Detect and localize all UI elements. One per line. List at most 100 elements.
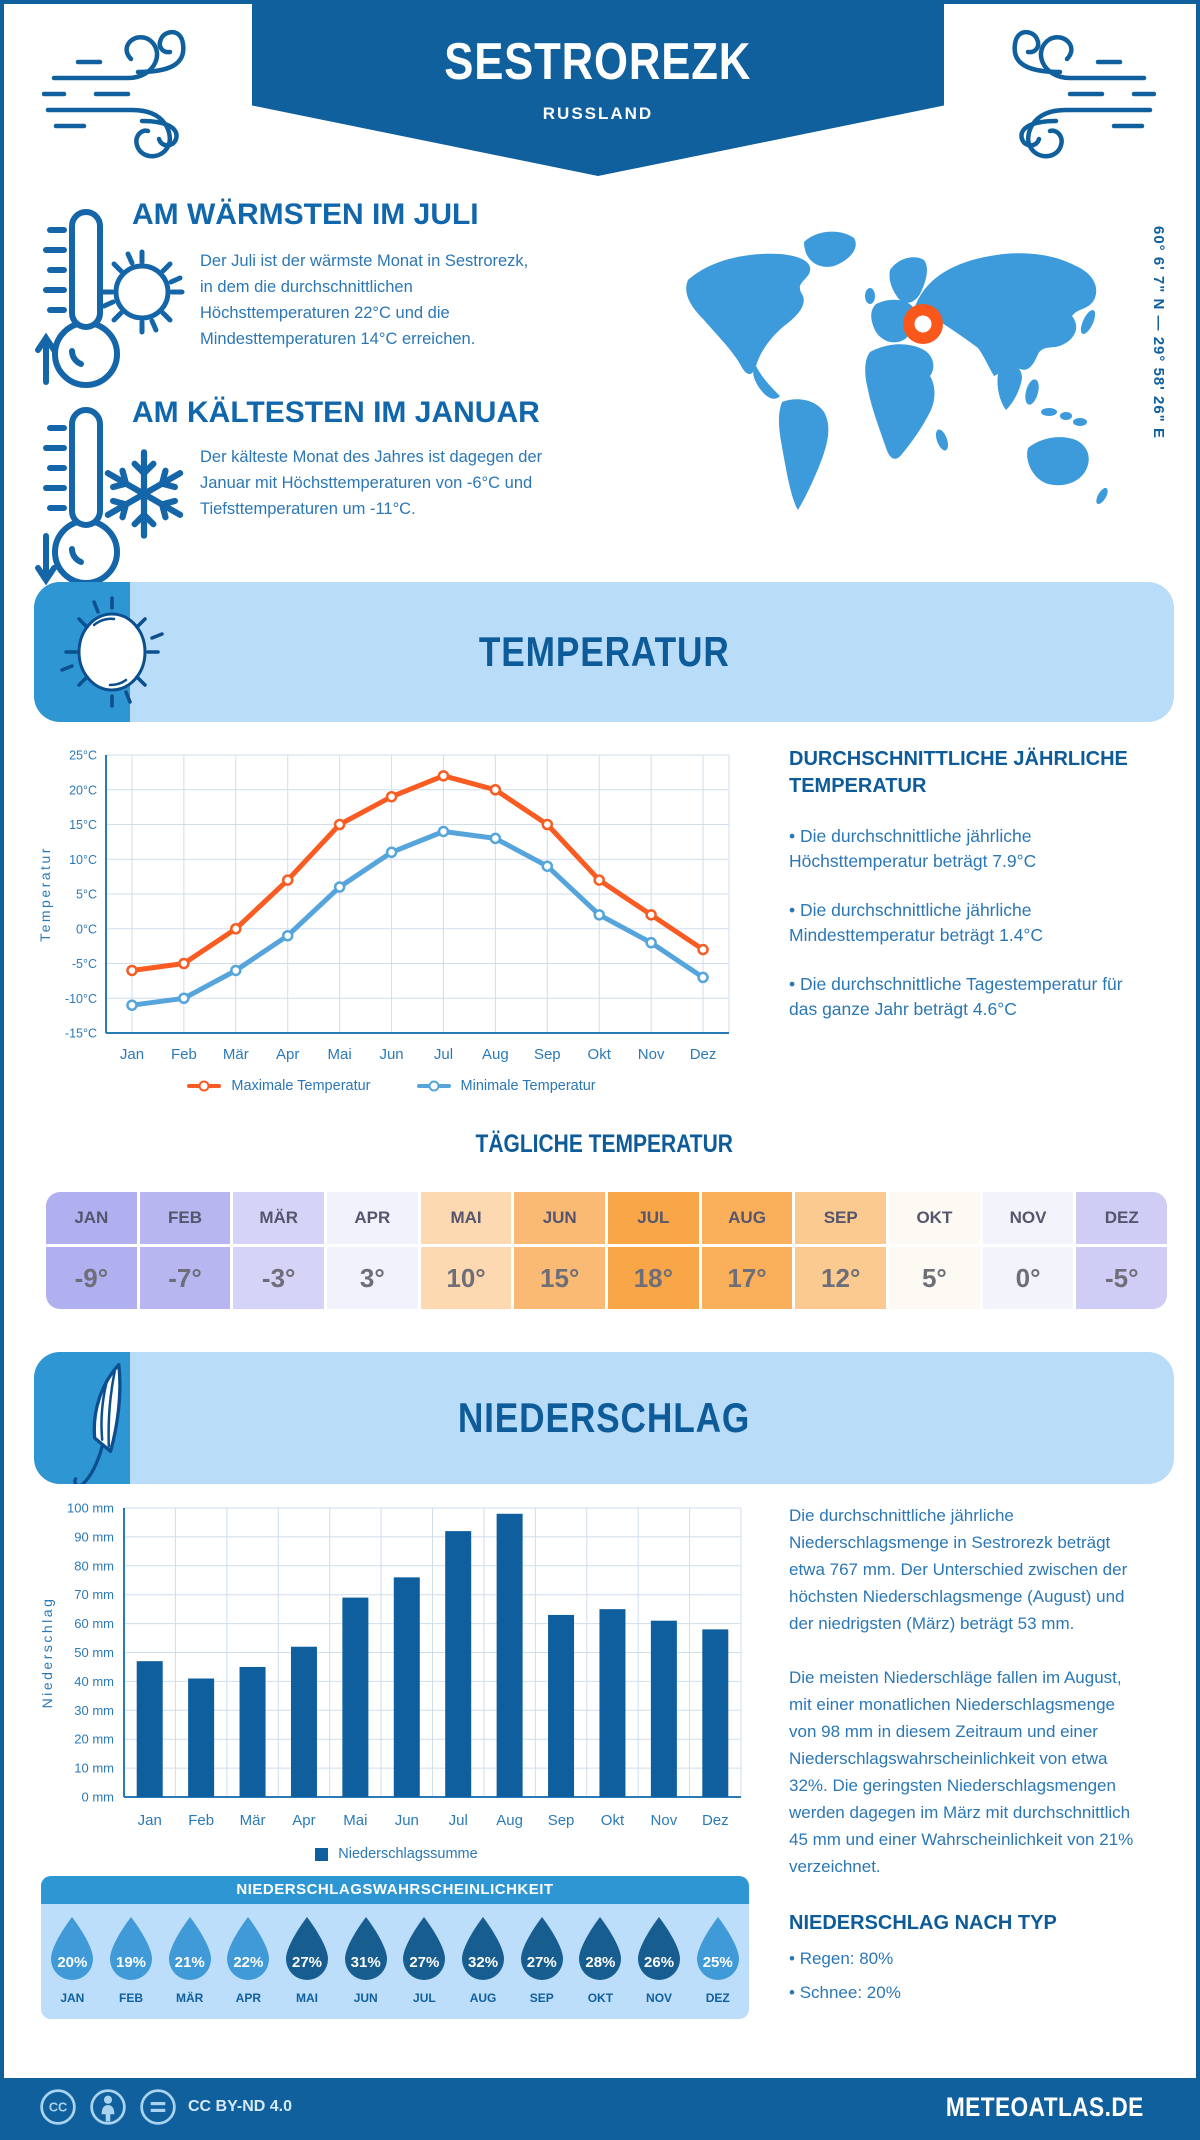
svg-text:50 mm: 50 mm xyxy=(74,1645,114,1660)
daily-value: -9° xyxy=(46,1247,137,1309)
probability-value: 27% xyxy=(526,1954,557,1971)
svg-text:10°C: 10°C xyxy=(69,853,97,867)
raindrop-icon xyxy=(462,1917,505,1980)
annual-temperature-title: DURCHSCHNITTLICHE JÄHRLICHE TEMPERATUR xyxy=(789,748,1128,797)
svg-text:Feb: Feb xyxy=(188,1812,214,1829)
daily-column: OKT 5° xyxy=(889,1192,980,1309)
cc-icon: CC xyxy=(40,2089,76,2125)
coldest-text: Der kälteste Monat des Jahres ist dagege… xyxy=(200,448,543,518)
precipitation-chart-legend: Niederschlagssumme xyxy=(34,1846,759,1862)
probability-month-label: JAN xyxy=(60,1991,85,2005)
probability-month-label: JUL xyxy=(413,1991,436,2005)
daily-column: DEZ -5° xyxy=(1076,1192,1167,1309)
svg-text:Mär: Mär xyxy=(240,1812,266,1829)
svg-text:Okt: Okt xyxy=(588,1046,612,1063)
svg-text:100 mm: 100 mm xyxy=(67,1501,114,1516)
wind-icon xyxy=(1012,29,1156,159)
svg-text:Temperatur: Temperatur xyxy=(37,846,53,942)
daily-value: -5° xyxy=(1076,1247,1167,1309)
daily-value: 18° xyxy=(608,1247,699,1309)
probability-month-label: JUN xyxy=(353,1991,378,2005)
precipitation-by-type-bullets: Regen: 80% Schnee: 20% xyxy=(789,1945,1141,2007)
probability-month-label: DEZ xyxy=(705,1991,730,2005)
probability-month-label: OKT xyxy=(587,1991,614,2005)
umbrella-icon xyxy=(73,1363,122,1484)
raindrop-icon xyxy=(286,1917,329,1980)
probability-value: 25% xyxy=(702,1954,733,1971)
svg-text:Aug: Aug xyxy=(496,1812,523,1829)
svg-text:Jul: Jul xyxy=(449,1812,468,1829)
probability-value: 20% xyxy=(57,1954,88,1971)
svg-text:5°C: 5°C xyxy=(76,888,97,902)
svg-text:CC: CC xyxy=(49,2100,67,2115)
probability-month-label: AUG xyxy=(469,1991,497,2005)
svg-text:40 mm: 40 mm xyxy=(74,1674,114,1689)
svg-text:Jun: Jun xyxy=(379,1046,403,1063)
daily-value: 3° xyxy=(327,1247,418,1309)
svg-text:-15°C: -15°C xyxy=(65,1027,97,1041)
precipitation-text-panel: Die durchschnittliche jährliche Niedersc… xyxy=(789,1502,1141,2007)
svg-text:70 mm: 70 mm xyxy=(74,1587,114,1602)
probability-drop: 27% MAI xyxy=(278,1916,337,2005)
probability-drop: 27% JUL xyxy=(395,1916,454,2005)
daily-value: 5° xyxy=(889,1247,980,1309)
sun-icon xyxy=(99,249,185,335)
attribution-icon xyxy=(90,2089,126,2125)
daily-column: FEB -7° xyxy=(139,1192,231,1309)
daily-month-label: MÄR xyxy=(233,1192,325,1244)
license-group[interactable]: CC CC BY-ND 4.0 xyxy=(38,2087,292,2127)
svg-text:Aug: Aug xyxy=(482,1046,509,1063)
daily-month-label: SEP xyxy=(795,1192,887,1244)
daily-column: MÄR -3° xyxy=(233,1192,325,1309)
svg-text:0 mm: 0 mm xyxy=(82,1790,115,1805)
daily-month-label: FEB xyxy=(139,1192,231,1244)
coldest-heading: AM KÄLTESTEN IM JANUAR xyxy=(132,396,540,429)
annual-bullet: Die durchschnittliche jährliche Höchstte… xyxy=(789,824,1139,874)
raindrop-icon xyxy=(168,1917,211,1980)
precipitation-text-1: Die durchschnittliche jährliche Niedersc… xyxy=(789,1506,1128,1633)
precipitation-section-banner: NIEDERSCHLAG xyxy=(34,1352,1174,1484)
daily-column: JUN 15° xyxy=(514,1192,606,1309)
precipitation-probability-title: NIEDERSCHLAGSWAHRSCHEINLICHKEIT xyxy=(41,1876,749,1904)
world-map xyxy=(686,231,1108,510)
probability-drop: 21% MÄR xyxy=(160,1916,219,2005)
probability-drop: 32% AUG xyxy=(454,1916,513,2005)
probability-month-label: NOV xyxy=(646,1991,673,2005)
daily-column: SEP 12° xyxy=(795,1192,887,1309)
annual-bullet: Die durchschnittliche Tagestemperatur fü… xyxy=(789,972,1139,1022)
svg-text:Sep: Sep xyxy=(548,1812,575,1829)
raindrop-icon xyxy=(520,1917,563,1980)
probability-value: 21% xyxy=(174,1954,205,1971)
daily-value: 10° xyxy=(420,1247,512,1309)
svg-text:Nov: Nov xyxy=(638,1046,665,1063)
svg-text:Mai: Mai xyxy=(328,1046,352,1063)
raindrop-icon xyxy=(51,1917,94,1980)
daily-value: 17° xyxy=(701,1247,793,1309)
svg-text:Mai: Mai xyxy=(343,1812,367,1829)
warmest-text: Der Juli ist der wärmste Monat in Sestro… xyxy=(200,252,529,348)
site-label[interactable]: METEOATLAS.DE xyxy=(945,2091,1144,2122)
svg-text:Sep: Sep xyxy=(534,1046,561,1063)
probability-month-label: MÄR xyxy=(176,1991,204,2005)
sun-banner-icon xyxy=(60,596,164,708)
daily-column: NOV 0° xyxy=(982,1192,1074,1309)
svg-text:Apr: Apr xyxy=(276,1046,299,1063)
footer-bar: CC CC BY-ND 4.0 METEOATLAS.DE xyxy=(4,2078,1196,2136)
legend-line-marker xyxy=(416,1084,451,1088)
svg-text:0°C: 0°C xyxy=(76,922,97,936)
svg-text:Jul: Jul xyxy=(434,1046,453,1063)
daily-month-label: JAN xyxy=(46,1192,137,1244)
precipitation-by-type-title: NIEDERSCHLAG NACH TYP xyxy=(789,1912,1057,1934)
probability-month-label: SEP xyxy=(529,1991,554,2005)
daily-month-label: MAI xyxy=(420,1192,512,1244)
temperature-line-chart: -15°C -10°C -5°C 0°C 5°C 10°C 15°C 20°C 25°C Jan F… xyxy=(37,749,730,1063)
legend-square-marker xyxy=(315,1847,329,1861)
probability-drop: 28% OKT xyxy=(571,1916,630,2005)
svg-text:Okt: Okt xyxy=(601,1812,625,1829)
svg-text:25°C: 25°C xyxy=(69,749,97,763)
probability-drop: 26% NOV xyxy=(630,1916,689,2005)
svg-text:10 mm: 10 mm xyxy=(74,1761,114,1776)
annual-temperature-panel: DURCHSCHNITTLICHE JÄHRLICHE TEMPERATUR D… xyxy=(789,746,1139,1022)
by-type-bullet: Schnee: 20% xyxy=(789,1979,1141,2007)
